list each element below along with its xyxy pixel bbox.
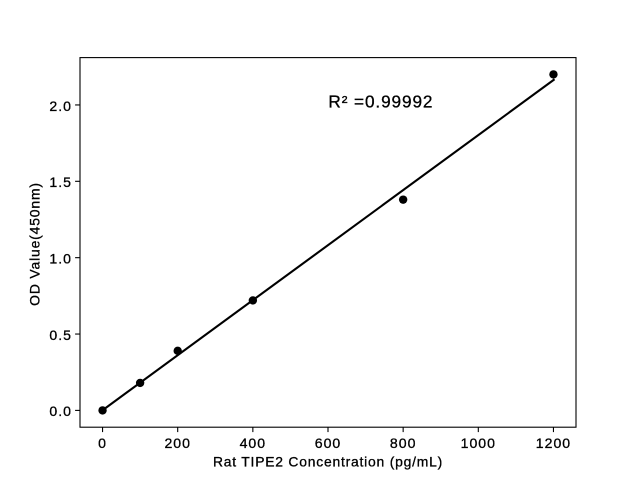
svg-text:0.5: 0.5 (49, 327, 72, 343)
svg-text:1000: 1000 (461, 435, 496, 451)
svg-text:800: 800 (390, 435, 417, 451)
svg-text:Rat TIPE2 Concentration (pg/mL: Rat TIPE2 Concentration (pg/mL) (213, 453, 443, 469)
svg-text:1.5: 1.5 (49, 174, 72, 190)
svg-text:0: 0 (98, 435, 107, 451)
svg-text:2.0: 2.0 (49, 98, 72, 114)
svg-text:0.0: 0.0 (49, 403, 72, 419)
svg-text:400: 400 (240, 435, 267, 451)
svg-text:1.0: 1.0 (49, 251, 72, 267)
svg-text:R² =0.99992: R² =0.99992 (328, 92, 433, 112)
svg-text:600: 600 (315, 435, 342, 451)
svg-text:1200: 1200 (536, 435, 571, 451)
svg-text:OD Value(450nm): OD Value(450nm) (27, 182, 43, 306)
svg-text:200: 200 (164, 435, 191, 451)
